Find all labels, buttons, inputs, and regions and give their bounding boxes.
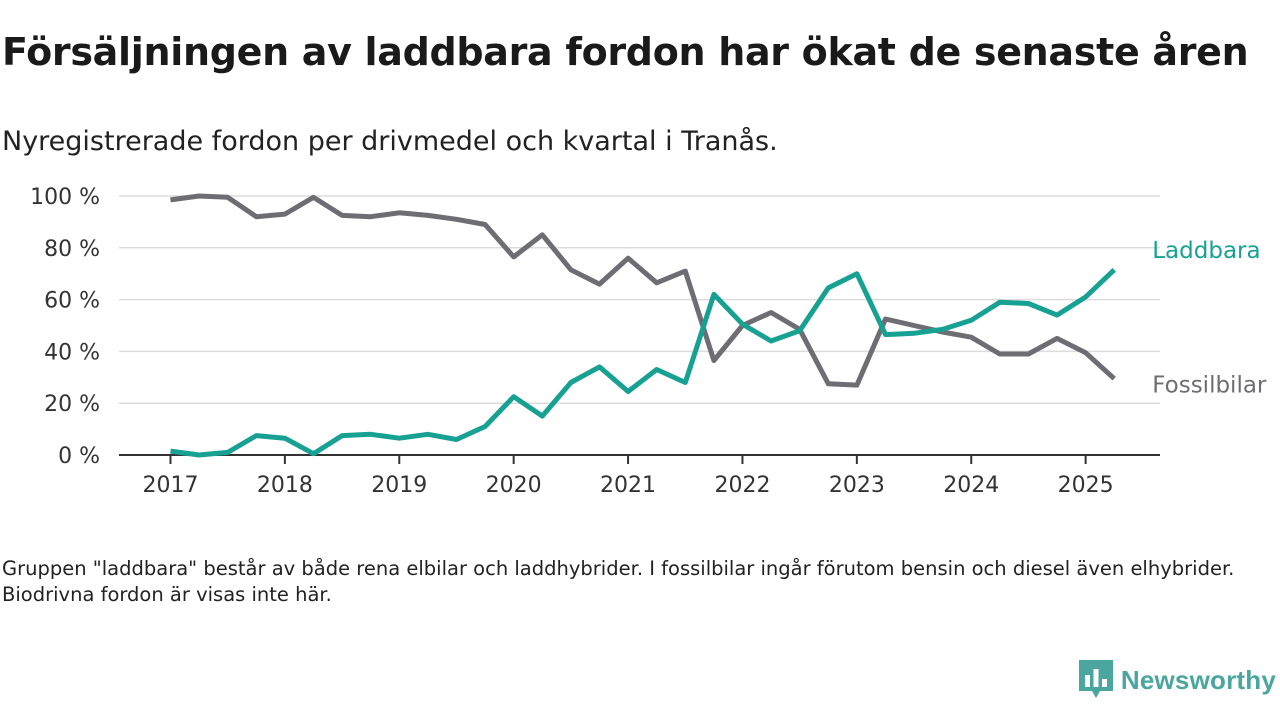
x-tick-label: 2019 [371, 473, 427, 498]
y-tick-label: 60 % [44, 289, 100, 314]
footnote: Gruppen "laddbara" består av både rena e… [2, 557, 1235, 606]
y-tick-label: 20 % [44, 392, 100, 417]
x-tick-label: 2022 [714, 473, 770, 498]
x-tick-label: 2025 [1058, 473, 1114, 498]
brand-name: Newsworthy [1120, 664, 1276, 695]
x-tick-label: 2017 [142, 473, 198, 498]
y-tick-label: 0 % [58, 444, 100, 469]
x-tick-label: 2023 [829, 473, 885, 498]
y-tick-label: 80 % [44, 237, 100, 262]
series-line-laddbara [170, 267, 1116, 458]
chart-title: Försäljningen av laddbara fordon har öka… [2, 30, 1249, 74]
chart-subtitle: Nyregistrerade fordon per drivmedel och … [2, 126, 778, 157]
x-tick-label: 2020 [486, 473, 542, 498]
brand-logo: Newsworthy [1078, 660, 1276, 700]
series-label-laddbara: Laddbara [1152, 238, 1260, 264]
series-label-fossilbilar: Fossilbilar [1152, 373, 1267, 399]
x-tick-label: 2021 [600, 473, 656, 498]
newsworthy-logo-icon [1078, 660, 1113, 698]
x-tick-label: 2018 [257, 473, 313, 498]
x-tick-label: 2024 [943, 473, 999, 498]
y-tick-label: 40 % [44, 340, 100, 365]
series-line-fossilbilar [170, 193, 1116, 388]
y-tick-label: 100 % [30, 185, 100, 210]
